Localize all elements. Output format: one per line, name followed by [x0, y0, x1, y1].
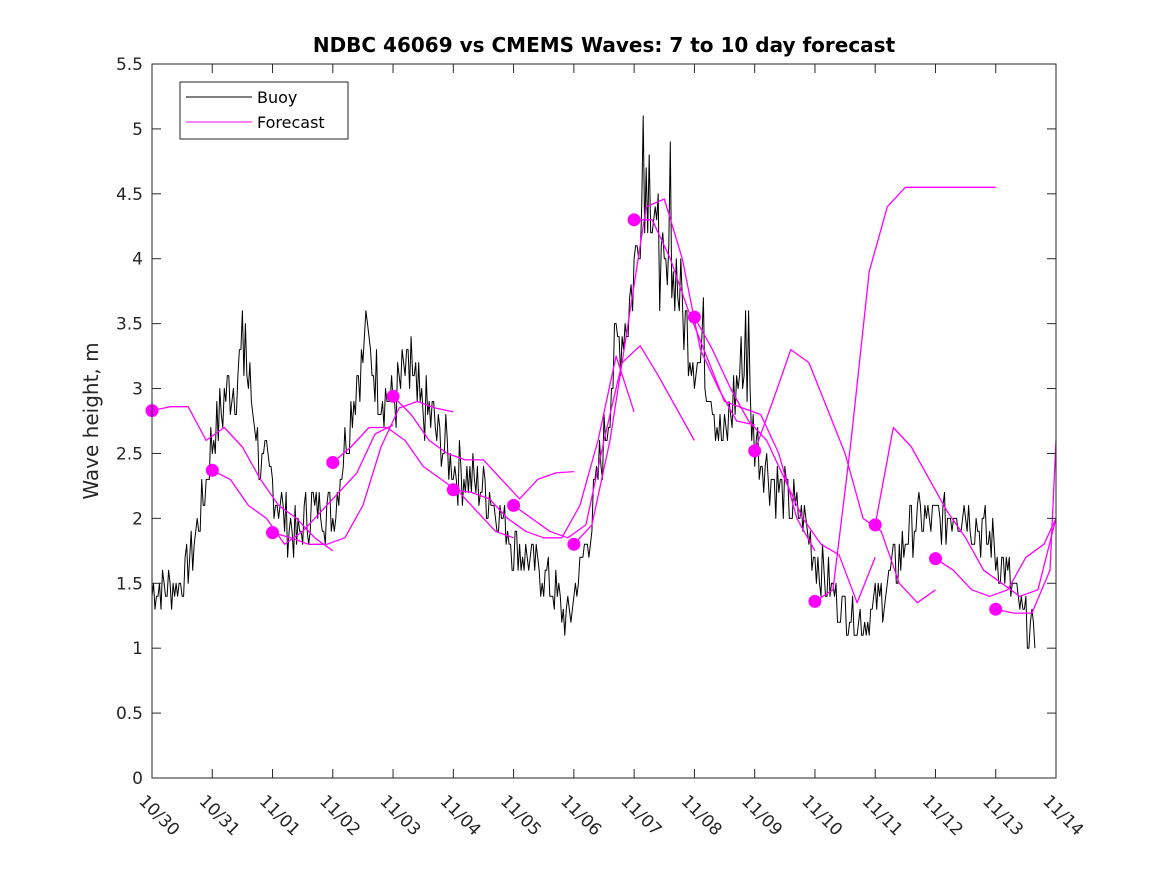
forecast-series-8: [634, 219, 816, 552]
forecast-marker-13: [929, 552, 942, 566]
forecast-marker-2: [266, 526, 279, 540]
forecast-marker-12: [868, 518, 882, 532]
forecast-series-7: [573, 198, 755, 545]
forecast-marker-3: [326, 456, 340, 469]
legend-forecast-label: Forecast: [257, 113, 325, 132]
y-tick-label: 0.5: [116, 704, 143, 724]
forecast-series-9: [693, 316, 876, 604]
forecast-marker-1: [205, 463, 219, 477]
forecast-series-4: [392, 395, 574, 500]
y-tick-label: 4.5: [116, 185, 143, 205]
forecast-series-11: [814, 186, 996, 602]
forecast-marker-7: [567, 537, 581, 551]
y-tick-label: 5.5: [116, 55, 143, 75]
forecast-series-10: [754, 348, 936, 604]
forecast-markers: [145, 213, 1003, 616]
y-tick-label: 4: [132, 250, 143, 270]
series-layer: [151, 115, 1057, 649]
y-tick-label: 2.5: [116, 444, 143, 464]
forecast-series-6: [513, 345, 695, 539]
legend-box: [179, 81, 349, 140]
forecast-series-3: [332, 426, 514, 539]
y-tick-label: 2: [132, 509, 143, 529]
forecast-marker-14: [989, 602, 1003, 616]
axes-frame: [151, 63, 1057, 779]
forecast-series-5: [453, 355, 635, 539]
legend-buoy-label: Buoy: [257, 88, 297, 107]
forecast-marker-11: [808, 594, 822, 608]
forecast-series-13: [935, 518, 1057, 597]
forecast-series-14: [995, 440, 1057, 614]
y-axis-label: Wave height, m: [79, 342, 103, 499]
y-tick-label: 1.5: [116, 574, 143, 594]
forecast-marker-6: [507, 498, 521, 512]
forecast-series-1: [212, 424, 394, 545]
forecast-marker-10: [748, 444, 762, 458]
y-tick-label: 1: [132, 639, 143, 659]
forecast-marker-5: [446, 483, 460, 497]
buoy-series: [151, 115, 1036, 649]
forecast-marker-4: [386, 389, 400, 403]
y-tick-label: 3.5: [116, 315, 143, 335]
forecast-marker-9: [687, 310, 701, 324]
legend: Buoy Forecast: [179, 81, 349, 140]
y-tick-label: 0: [132, 769, 143, 789]
y-tick-label: 5: [132, 120, 143, 140]
forecast-series-12: [874, 426, 1057, 597]
forecast-marker-8: [627, 213, 641, 227]
chart-title: NDBC 46069 vs CMEMS Waves: 7 to 10 day f…: [313, 33, 896, 57]
y-tick-label: 3: [132, 380, 143, 400]
forecast-series-0: [151, 406, 334, 552]
forecast-series-2: [272, 400, 454, 545]
